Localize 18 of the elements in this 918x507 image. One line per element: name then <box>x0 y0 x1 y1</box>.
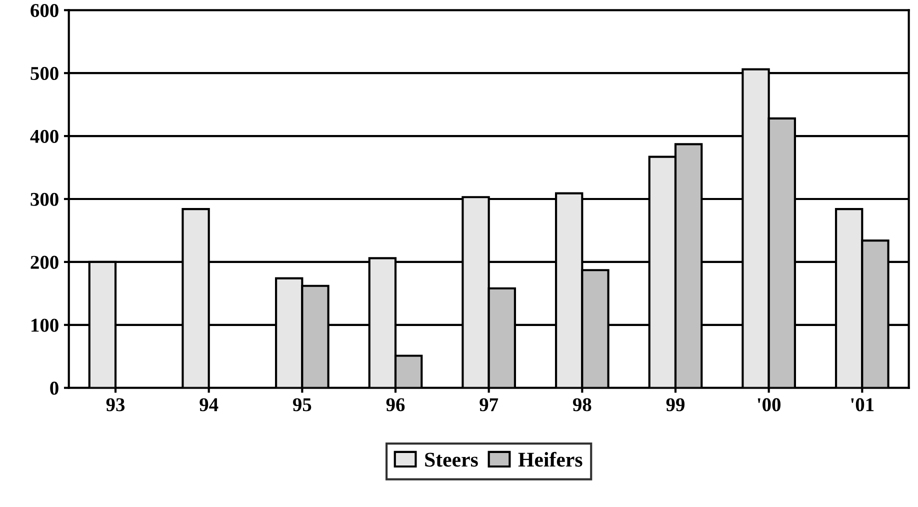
x-tick-label: 96 <box>386 398 405 412</box>
x-tick-label: '01 <box>851 398 874 412</box>
y-tick-label: 100 <box>32 318 58 332</box>
y-tick-label: 400 <box>30 130 58 143</box>
y-tick-label: 500 <box>30 66 58 80</box>
x-tick-label: 98 <box>572 398 592 412</box>
y-tick-label: 200 <box>30 256 58 269</box>
y-tick-label: 600 <box>30 4 58 18</box>
y-tick-label: 0 <box>50 382 58 395</box>
legend-label: Steers <box>425 452 478 467</box>
x-tick-label: 93 <box>106 398 125 412</box>
legend-label: Heifers <box>518 452 582 467</box>
x-tick-label: '00 <box>758 398 781 412</box>
y-tick-label: 300 <box>30 192 58 206</box>
x-tick-label: 99 <box>666 398 685 412</box>
x-tick-label: 94 <box>200 398 218 412</box>
x-tick-label: 97 <box>480 398 498 412</box>
x-tick-label: 95 <box>292 398 312 412</box>
